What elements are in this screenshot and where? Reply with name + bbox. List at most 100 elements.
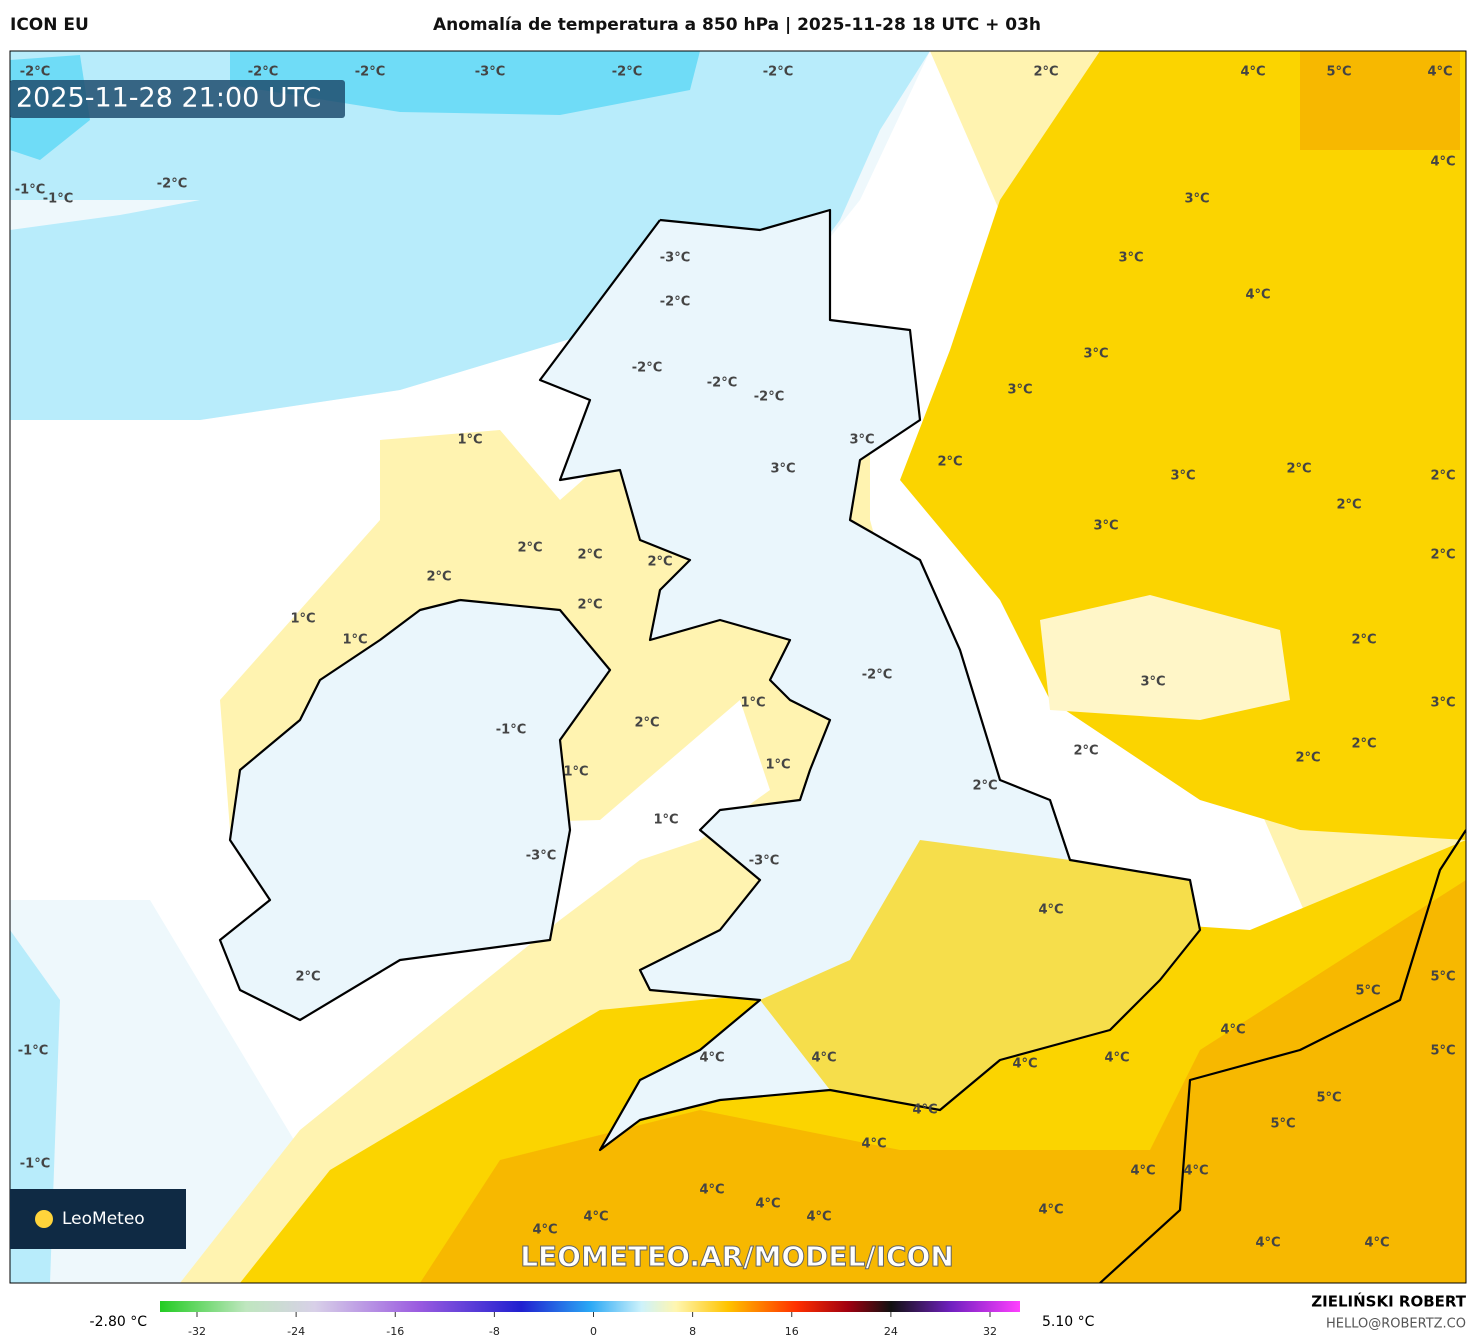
warm-weak (1040, 595, 1290, 720)
contour-label: 3°C (1093, 519, 1118, 534)
contour-label: 5°C (1355, 984, 1380, 999)
contour-label: -2°C (660, 295, 690, 310)
contour-label: 2°C (647, 555, 672, 570)
contour-label: 4°C (861, 1137, 886, 1152)
contour-label: 1°C (563, 765, 588, 780)
colorbar-tick-label: -16 (386, 1325, 404, 1338)
contour-label: -2°C (157, 177, 187, 192)
contour-label: -2°C (862, 668, 892, 683)
colorbar-tick-label: 24 (884, 1325, 898, 1338)
contour-label: 1°C (457, 433, 482, 448)
contour-label: -3°C (660, 251, 690, 266)
map-frame (9, 50, 1467, 1284)
contour-label: 4°C (912, 1103, 937, 1118)
contour-label: 3°C (1170, 469, 1195, 484)
contour-label: 4°C (1255, 1236, 1280, 1251)
contour-label: 4°C (1240, 65, 1265, 80)
contour-label: 4°C (1038, 903, 1063, 918)
contour-label: 4°C (699, 1051, 724, 1066)
coastline (218, 598, 612, 1022)
contour-label: 2°C (426, 570, 451, 585)
contour-label: 5°C (1430, 970, 1455, 985)
contour-label: 5°C (1326, 65, 1351, 80)
contour-label: -3°C (526, 849, 556, 864)
contour-label: 2°C (1295, 751, 1320, 766)
contour-label: 4°C (1427, 65, 1452, 80)
contour-label: 4°C (1183, 1164, 1208, 1179)
contour-label: -2°C (612, 65, 642, 80)
contour-label: 4°C (1430, 155, 1455, 170)
contour-label: 4°C (1038, 1203, 1063, 1218)
contour-label: 2°C (295, 970, 320, 985)
contour-label: -1°C (18, 1044, 48, 1059)
contour-label: -3°C (749, 854, 779, 869)
contour-label: 4°C (1130, 1164, 1155, 1179)
contour-label: -2°C (20, 65, 50, 80)
colorbar-min: -2.80 °C (90, 1314, 148, 1330)
contour-label: -1°C (496, 723, 526, 738)
colorbar-tick-label: 8 (689, 1325, 696, 1338)
contour-label: 2°C (1033, 65, 1058, 80)
contour-label: 2°C (972, 779, 997, 794)
contour-label: 4°C (755, 1197, 780, 1212)
colorbar-tick-label: -32 (188, 1325, 206, 1338)
colorbar-tick-label: 16 (785, 1325, 799, 1338)
contour-label: -2°C (632, 361, 662, 376)
map-area: -2°C -2°C -2°C -3°C -2°C -2°C 2°C 4°C 5°C 4°C 4°C -… (10, 51, 1466, 1283)
coastline (1099, 829, 1466, 1283)
contour-label: 4°C (1245, 288, 1270, 303)
contour-label: 4°C (1220, 1023, 1245, 1038)
contour-label: 4°C (1364, 1236, 1389, 1251)
contour-label: 1°C (765, 758, 790, 773)
contour-label: 1°C (740, 696, 765, 711)
contour-label: 2°C (1430, 469, 1455, 484)
contour-label: 4°C (532, 1223, 557, 1238)
contour-label: 1°C (290, 612, 315, 627)
contour-label: 4°C (1104, 1051, 1129, 1066)
contour-label: -3°C (475, 65, 505, 80)
contour-label: 2°C (577, 598, 602, 613)
contour-label: 2°C (1336, 498, 1361, 513)
contour-label: 4°C (583, 1210, 608, 1225)
warm-core (1300, 51, 1460, 150)
contour-label: -2°C (763, 65, 793, 80)
cold-core (230, 51, 700, 115)
watermark: LEOMETEO.AR/MODEL/ICON (520, 1240, 954, 1273)
colorbar-tick-label: -24 (287, 1325, 305, 1338)
contour-label: 2°C (937, 455, 962, 470)
contour-label: 3°C (1007, 383, 1032, 398)
contour-label: 2°C (1286, 462, 1311, 477)
contour-label: -2°C (248, 65, 278, 80)
contour-label: -1°C (43, 192, 73, 207)
contour-label: 3°C (1140, 675, 1165, 690)
timestamp-box (10, 80, 345, 118)
contour-label: 2°C (1351, 737, 1376, 752)
colorbar-tick-label: 32 (983, 1325, 997, 1338)
author-name: ZIELIŃSKI ROBERT (1311, 1292, 1466, 1311)
contour-label: -1°C (20, 1157, 50, 1172)
contour-label: -1°C (15, 183, 45, 198)
contour-label: 2°C (1351, 633, 1376, 648)
colorbar-max: 5.10 °C (1042, 1314, 1095, 1330)
contour-label: 1°C (342, 633, 367, 648)
warm-core (420, 880, 1466, 1283)
timestamp: 2025-11-28 21:00 UTC (16, 83, 321, 114)
contour-label: 3°C (770, 462, 795, 477)
contour-label: -2°C (707, 376, 737, 391)
contour-label: 3°C (1118, 251, 1143, 266)
coastline (538, 208, 1202, 1152)
author-email: HELLO@ROBERTZ.CO (1326, 1317, 1466, 1332)
warm-zone (900, 51, 1466, 840)
contour-label: 2°C (634, 716, 659, 731)
contour-label: 3°C (1083, 347, 1108, 362)
logo: LeoMeteo (62, 1209, 145, 1229)
contour-label: 3°C (849, 433, 874, 448)
warm-land (760, 840, 1200, 1110)
contour-label: 4°C (806, 1210, 831, 1225)
contour-label: 4°C (811, 1051, 836, 1066)
contour-label: 3°C (1184, 192, 1209, 207)
contour-label: 3°C (1430, 696, 1455, 711)
contour-label: 5°C (1270, 1117, 1295, 1132)
contour-label: 5°C (1316, 1091, 1341, 1106)
